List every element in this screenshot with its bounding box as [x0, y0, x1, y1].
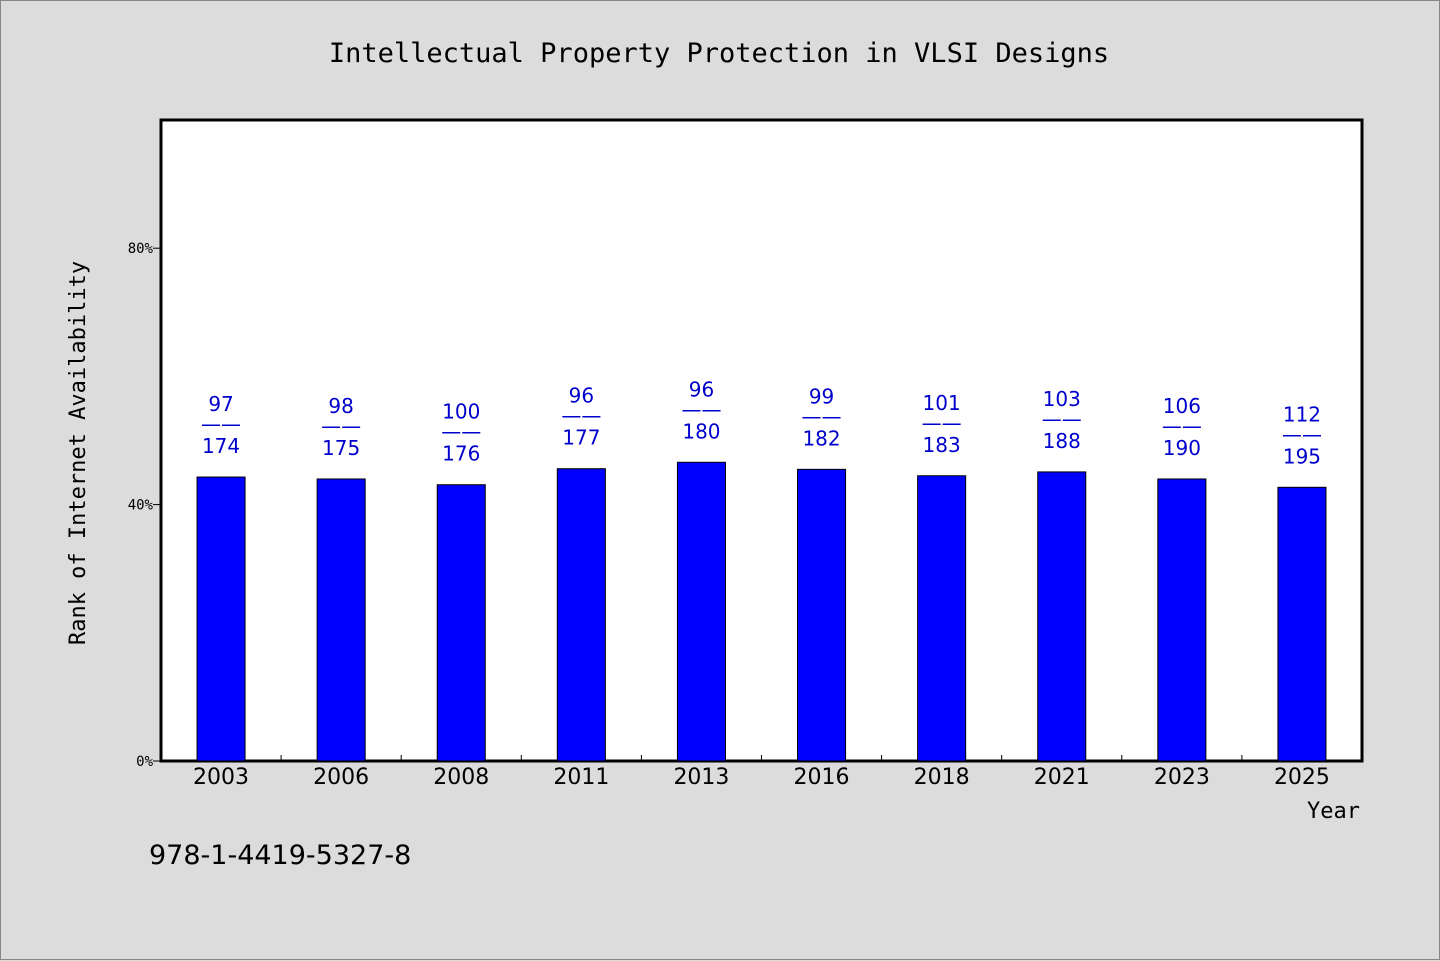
x-tick-label: 2003: [193, 765, 249, 790]
bar-2013: [676, 461, 726, 762]
data-label-bottom: 195: [1283, 444, 1321, 468]
data-label-bottom: 177: [562, 426, 600, 450]
data-label-top: 99: [809, 384, 834, 408]
data-label-separator: ——: [561, 404, 601, 428]
data-label-bottom: 174: [202, 434, 240, 458]
bar-2021: [1037, 471, 1087, 762]
x-tick-label: 2018: [914, 765, 970, 790]
bar-2016: [797, 468, 847, 762]
data-label-top: 100: [442, 400, 480, 424]
y-tick-label: 0%: [136, 754, 153, 770]
bar-2023: [1157, 478, 1207, 762]
bar-2025: [1277, 486, 1327, 762]
data-label-bottom: 182: [802, 426, 840, 450]
bar-2008: [436, 484, 486, 762]
bars-group: [196, 461, 1327, 762]
x-tick-label: 2023: [1154, 765, 1210, 790]
y-axis-ticks: 0% 40% 80%: [128, 241, 161, 770]
data-label-top: 106: [1163, 394, 1201, 418]
footnote-isbn: 978-1-4419-5327-8: [149, 840, 411, 871]
bar-2011: [556, 468, 606, 762]
data-label-top: 101: [923, 391, 961, 415]
data-label-separator: ——: [681, 397, 721, 421]
x-tick-label: 2016: [794, 765, 850, 790]
x-axis-ticks: 2003 2006 2008 2011 2013 2016 2018 2021 2023 2025: [193, 755, 1330, 790]
data-label-bottom: 176: [442, 442, 480, 466]
data-label-top: 98: [328, 394, 353, 418]
data-labels-group: 97——17498——175100——17696——17796——18099——…: [201, 377, 1322, 468]
data-label-top: 96: [689, 377, 714, 401]
x-tick-label: 2011: [553, 765, 609, 790]
data-label-separator: ——: [321, 414, 361, 438]
data-label-bottom: 183: [923, 433, 961, 457]
x-axis-label: Year: [1307, 799, 1360, 824]
data-label-top: 103: [1043, 387, 1081, 411]
data-label-bottom: 175: [322, 436, 360, 460]
data-label-bottom: 188: [1043, 429, 1081, 453]
data-label-bottom: 180: [682, 419, 720, 443]
y-tick-label: 40%: [128, 498, 154, 514]
bar-2006: [316, 478, 366, 762]
data-label-separator: ——: [802, 404, 842, 428]
bar-2018: [917, 475, 967, 762]
data-label-top: 112: [1283, 402, 1321, 426]
data-label-bottom: 190: [1163, 436, 1201, 460]
data-label-separator: ——: [922, 411, 962, 435]
data-label-top: 97: [208, 392, 233, 416]
y-axis-label: Rank of Internet Availability: [66, 261, 91, 645]
x-tick-label: 2013: [673, 765, 729, 790]
x-tick-label: 2006: [313, 765, 369, 790]
x-tick-label: 2025: [1274, 765, 1330, 790]
data-label-top: 96: [569, 384, 594, 408]
x-tick-label: 2008: [433, 765, 489, 790]
y-tick-label: 80%: [128, 241, 154, 257]
data-label-separator: ——: [201, 412, 241, 436]
data-label-separator: ——: [1042, 407, 1082, 431]
data-label-separator: ——: [1162, 414, 1202, 438]
chart-title: Intellectual Property Protection in VLSI…: [329, 38, 1109, 69]
data-label-separator: ——: [441, 420, 481, 444]
data-label-separator: ——: [1282, 422, 1322, 446]
x-tick-label: 2021: [1034, 765, 1090, 790]
bar-2003: [196, 476, 246, 762]
